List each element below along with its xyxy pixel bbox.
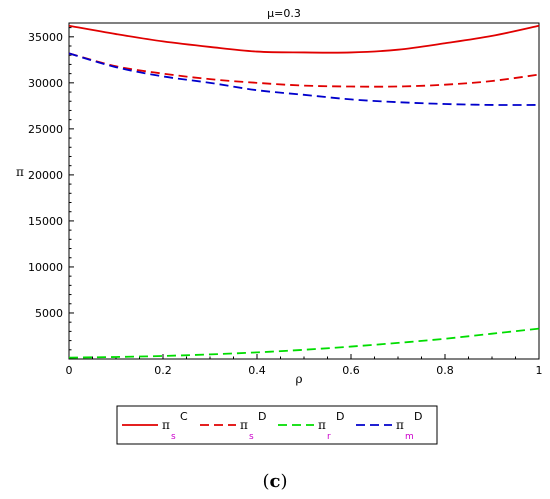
- y-tick-label: 5000: [35, 307, 63, 320]
- caption-close: ): [280, 471, 287, 492]
- legend-subscript: m: [405, 432, 414, 442]
- y-tick-label: 15000: [28, 215, 63, 228]
- y-tick-label: 30000: [28, 77, 63, 90]
- legend-symbol: π: [318, 418, 326, 432]
- chart-title: μ=0.3: [267, 7, 301, 20]
- series-line-m-d: [68, 52, 540, 106]
- legend-symbol: π: [162, 418, 170, 432]
- y-tick-label: 10000: [28, 261, 63, 274]
- legend-subscript: r: [327, 432, 331, 442]
- series-line-r-d: [68, 327, 540, 359]
- figure-caption: (c): [262, 471, 287, 492]
- x-tick-label: 1: [536, 364, 543, 377]
- axis-ticks: 0 0.2 0.4 0.6 0.8 150001000015000200002500030…: [28, 27, 543, 377]
- x-tick-label: 0: [66, 364, 73, 377]
- y-tick-label: 25000: [28, 123, 63, 136]
- series-line-s-c: [68, 24, 540, 54]
- legend-subscript: s: [171, 432, 176, 442]
- y-axis-label: π: [16, 165, 24, 179]
- series-line-s-d: [68, 52, 540, 88]
- y-tick-label: 35000: [28, 31, 63, 44]
- caption-letter: c: [270, 471, 281, 492]
- legend-box: [116, 405, 438, 445]
- caption-open: (: [262, 471, 269, 492]
- x-axis-label: ρ: [295, 372, 302, 386]
- x-tick-label: 0.8: [436, 364, 454, 377]
- legend-superscript: D: [258, 410, 266, 423]
- y-tick-label: 20000: [28, 169, 63, 182]
- plot-frame: [68, 22, 540, 360]
- series-lines: [68, 24, 540, 359]
- legend-subscript: s: [249, 432, 254, 442]
- legend-superscript: D: [414, 410, 422, 423]
- legend-superscript: D: [336, 410, 344, 423]
- legend-symbol: π: [396, 418, 404, 432]
- legend-superscript: C: [180, 410, 188, 423]
- x-tick-label: 0.6: [342, 364, 360, 377]
- x-tick-label: 0.2: [154, 364, 172, 377]
- legend-symbol: π: [240, 418, 248, 432]
- x-tick-label: 0.4: [248, 364, 266, 377]
